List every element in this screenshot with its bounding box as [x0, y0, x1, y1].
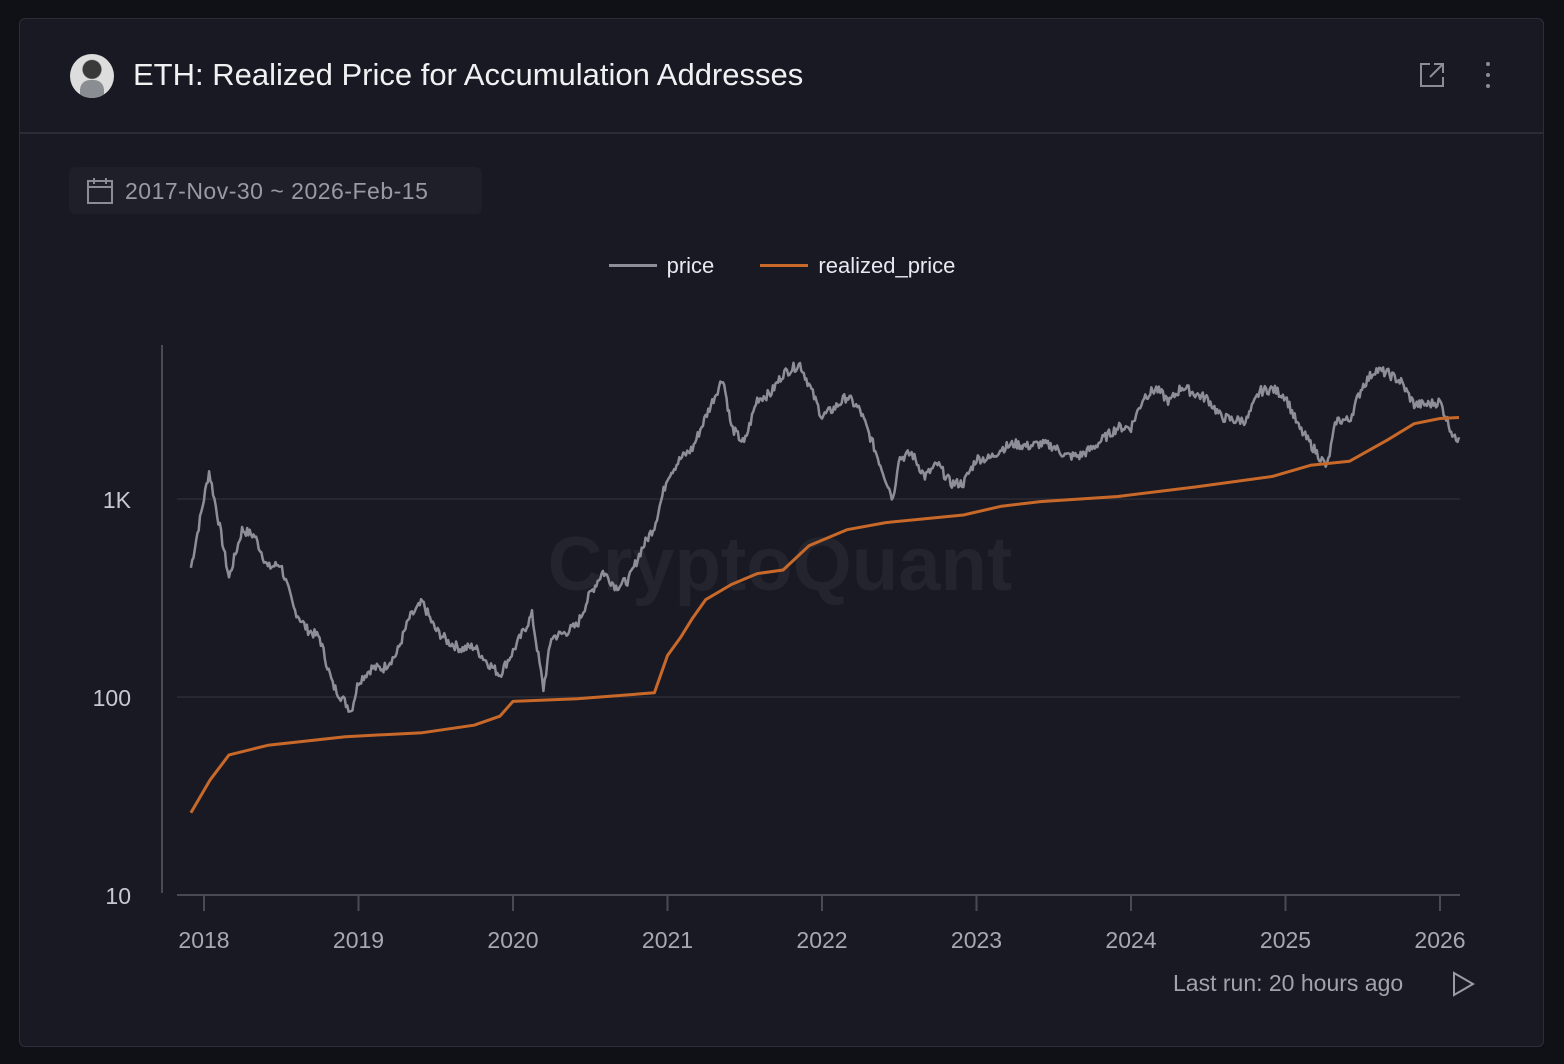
x-tick-label: 2023 — [951, 927, 1002, 953]
legend-swatch — [760, 264, 809, 267]
series-line-realized-price — [189, 416, 1460, 814]
chart-legend: price realized_price — [0, 247, 1564, 279]
x-tick-label: 2020 — [487, 927, 538, 953]
x-tick-label: 2019 — [333, 927, 384, 953]
date-range-picker[interactable]: 2017-Nov-30 ~ 2026-Feb-15 — [69, 167, 482, 214]
legend-item-realized-price[interactable]: realized_price — [760, 253, 955, 279]
play-icon[interactable] — [1450, 970, 1476, 998]
legend-label: realized_price — [818, 252, 956, 278]
page-title: ETH: Realized Price for Accumulation Add… — [133, 57, 804, 92]
watermark: CryptoQuant — [548, 522, 1012, 607]
chart-card: ETH: Realized Price for Accumulation Add… — [19, 18, 1544, 1047]
card-header: ETH: Realized Price for Accumulation Add… — [20, 19, 1543, 134]
x-tick-label: 2018 — [178, 927, 229, 953]
series-line-price — [189, 361, 1461, 713]
x-tick-label: 2024 — [1105, 927, 1156, 953]
external-link-icon[interactable] — [1418, 61, 1446, 89]
legend-label: price — [666, 252, 715, 278]
x-tick-label: 2021 — [642, 927, 693, 953]
calendar-icon — [87, 178, 113, 204]
y-tick-label: 100 — [93, 685, 131, 711]
legend-swatch — [608, 264, 657, 267]
x-tick-label: 2022 — [796, 927, 847, 953]
more-vertical-icon[interactable] — [1480, 59, 1496, 91]
last-run-status: Last run: 20 hours ago — [1173, 970, 1404, 996]
date-range-label: 2017-Nov-30 ~ 2026-Feb-15 — [125, 178, 429, 204]
legend-item-price[interactable]: price — [608, 252, 715, 279]
x-tick-label: 2026 — [1414, 927, 1465, 953]
y-tick-label: 1K — [103, 487, 132, 513]
x-tick-label: 2025 — [1260, 927, 1311, 953]
avatar[interactable] — [70, 54, 114, 98]
y-tick-label: 10 — [105, 883, 131, 909]
